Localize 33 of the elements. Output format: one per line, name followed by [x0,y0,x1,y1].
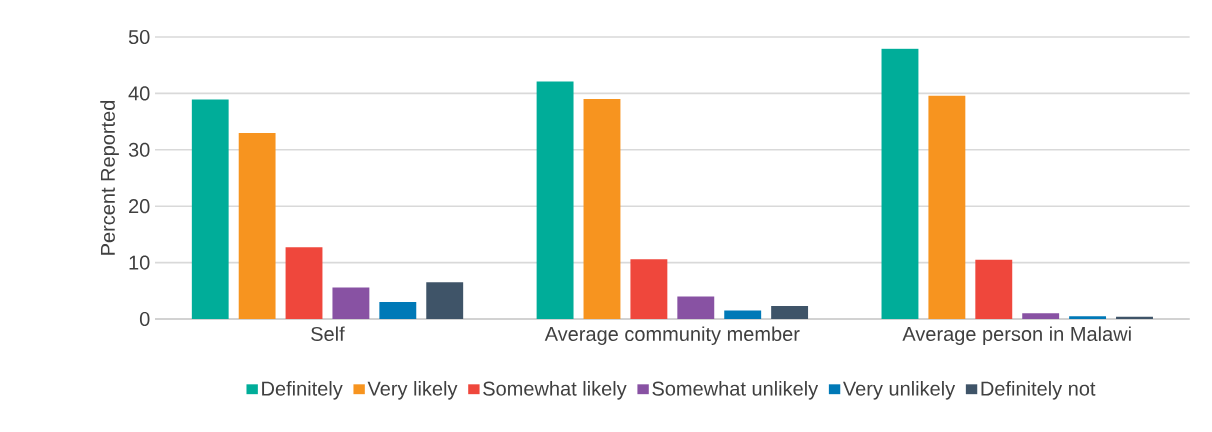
y-tick-label: 0 [139,311,150,327]
bar [285,247,323,319]
legend-label: Very unlikely [843,381,956,400]
legend-label: Very likely [367,381,458,400]
x-tick-label: Self [311,326,345,342]
bar [771,306,809,319]
y-axis-title: Percent Reported [100,100,119,255]
bar [536,81,574,319]
legend-label: Definitely not [981,381,1096,400]
y-tick-label: 30 [128,142,150,157]
bar [583,99,621,319]
bar [975,259,1013,319]
bar [881,48,919,319]
bar [724,310,762,319]
legend-label: Somewhat unlikely [652,381,819,400]
legend-label: Somewhat likely [483,381,627,400]
x-tick-label: Average community member [544,326,800,346]
bar [928,95,966,319]
bar [238,132,276,319]
bar [677,296,715,319]
bar [379,302,417,319]
y-tick-label: 50 [128,29,150,45]
y-tick-label: 10 [129,255,150,270]
y-tick-label: 40 [128,86,150,101]
bar [426,282,464,319]
legend-label: Definitely [262,381,343,400]
y-tick-label: 20 [129,199,150,214]
bar [1069,316,1107,319]
bar [191,99,229,319]
bar [332,287,370,319]
x-tick-label: Average person in Malawi [902,326,1131,346]
bar [1022,313,1060,319]
bar [630,259,668,319]
